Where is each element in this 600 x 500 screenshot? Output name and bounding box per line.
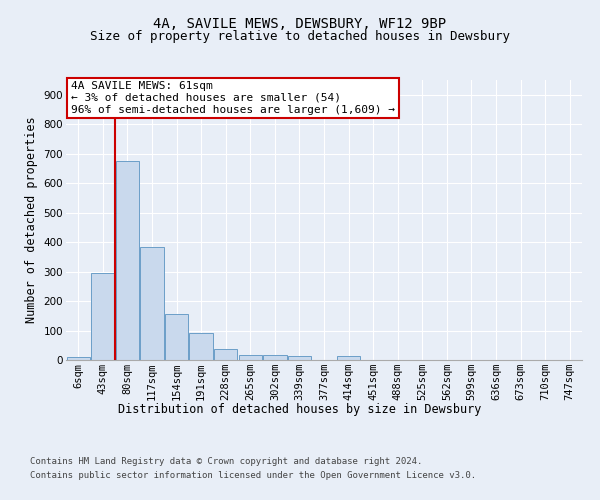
Bar	[214, 349, 238, 360]
Text: 4A, SAVILE MEWS, DEWSBURY, WF12 9BP: 4A, SAVILE MEWS, DEWSBURY, WF12 9BP	[154, 18, 446, 32]
Text: Size of property relative to detached houses in Dewsbury: Size of property relative to detached ho…	[90, 30, 510, 43]
Bar	[288, 356, 311, 360]
Bar	[140, 246, 164, 360]
Text: Distribution of detached houses by size in Dewsbury: Distribution of detached houses by size …	[118, 402, 482, 415]
Bar	[337, 356, 360, 360]
Bar	[67, 357, 90, 360]
Bar	[165, 314, 188, 360]
Bar	[116, 161, 139, 360]
Bar	[263, 356, 287, 360]
Bar	[190, 334, 213, 360]
Text: Contains HM Land Registry data © Crown copyright and database right 2024.: Contains HM Land Registry data © Crown c…	[30, 458, 422, 466]
Bar	[91, 273, 115, 360]
Bar	[239, 356, 262, 360]
Y-axis label: Number of detached properties: Number of detached properties	[25, 116, 38, 324]
Text: 4A SAVILE MEWS: 61sqm
← 3% of detached houses are smaller (54)
96% of semi-detac: 4A SAVILE MEWS: 61sqm ← 3% of detached h…	[71, 82, 395, 114]
Text: Contains public sector information licensed under the Open Government Licence v3: Contains public sector information licen…	[30, 471, 476, 480]
